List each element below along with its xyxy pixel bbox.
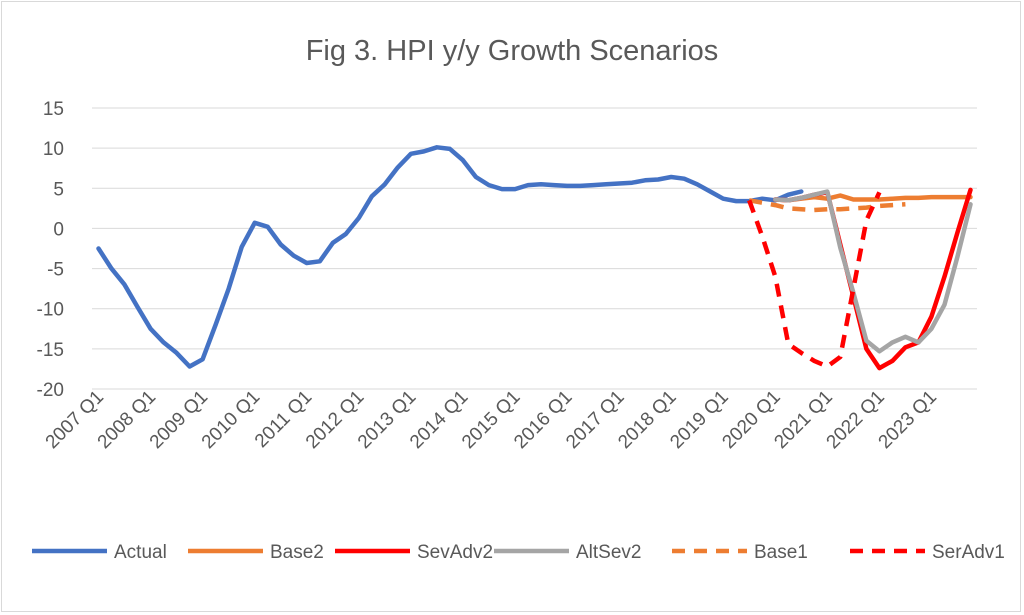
- legend: Actual Base2 SevAdv2 AltSev2 Base1 SerAdv1: [32, 542, 1005, 563]
- series-line-sevadv2: [773, 187, 973, 371]
- legend-label-actual: Actual: [114, 542, 167, 563]
- legend-label-seradv1: SerAdv1: [932, 542, 1005, 563]
- y-tick-label: 0: [53, 219, 64, 240]
- legend-label-base2: Base2: [270, 542, 324, 563]
- legend-label-base1: Base1: [754, 542, 808, 563]
- y-tick-label: 5: [53, 179, 64, 200]
- y-tick-label: 15: [43, 99, 64, 120]
- series-line-base1: [748, 198, 906, 213]
- y-tick-label: -15: [37, 340, 64, 361]
- series-line-altsev2: [773, 189, 973, 354]
- y-axis: 15 10 5 0 -5 -10 -15 -20: [37, 99, 64, 401]
- y-tick-label: -10: [37, 300, 64, 321]
- y-tick-label: -20: [37, 380, 64, 401]
- y-tick-label: -5: [47, 260, 64, 281]
- x-tick-label: 2023 Q1: [875, 387, 941, 453]
- gridlines: [92, 107, 977, 390]
- chart-title: Fig 3. HPI y/y Growth Scenarios: [306, 35, 719, 67]
- legend-label-altsev2: AltSev2: [576, 542, 641, 563]
- series-lines: [96, 145, 973, 371]
- legend-label-sevadv2: SevAdv2: [417, 542, 493, 563]
- y-tick-label: 10: [43, 139, 64, 160]
- series-line-actual: [96, 145, 804, 369]
- x-tick-label: 2010 Q1: [198, 387, 264, 453]
- series-line-seradv1: [747, 191, 882, 369]
